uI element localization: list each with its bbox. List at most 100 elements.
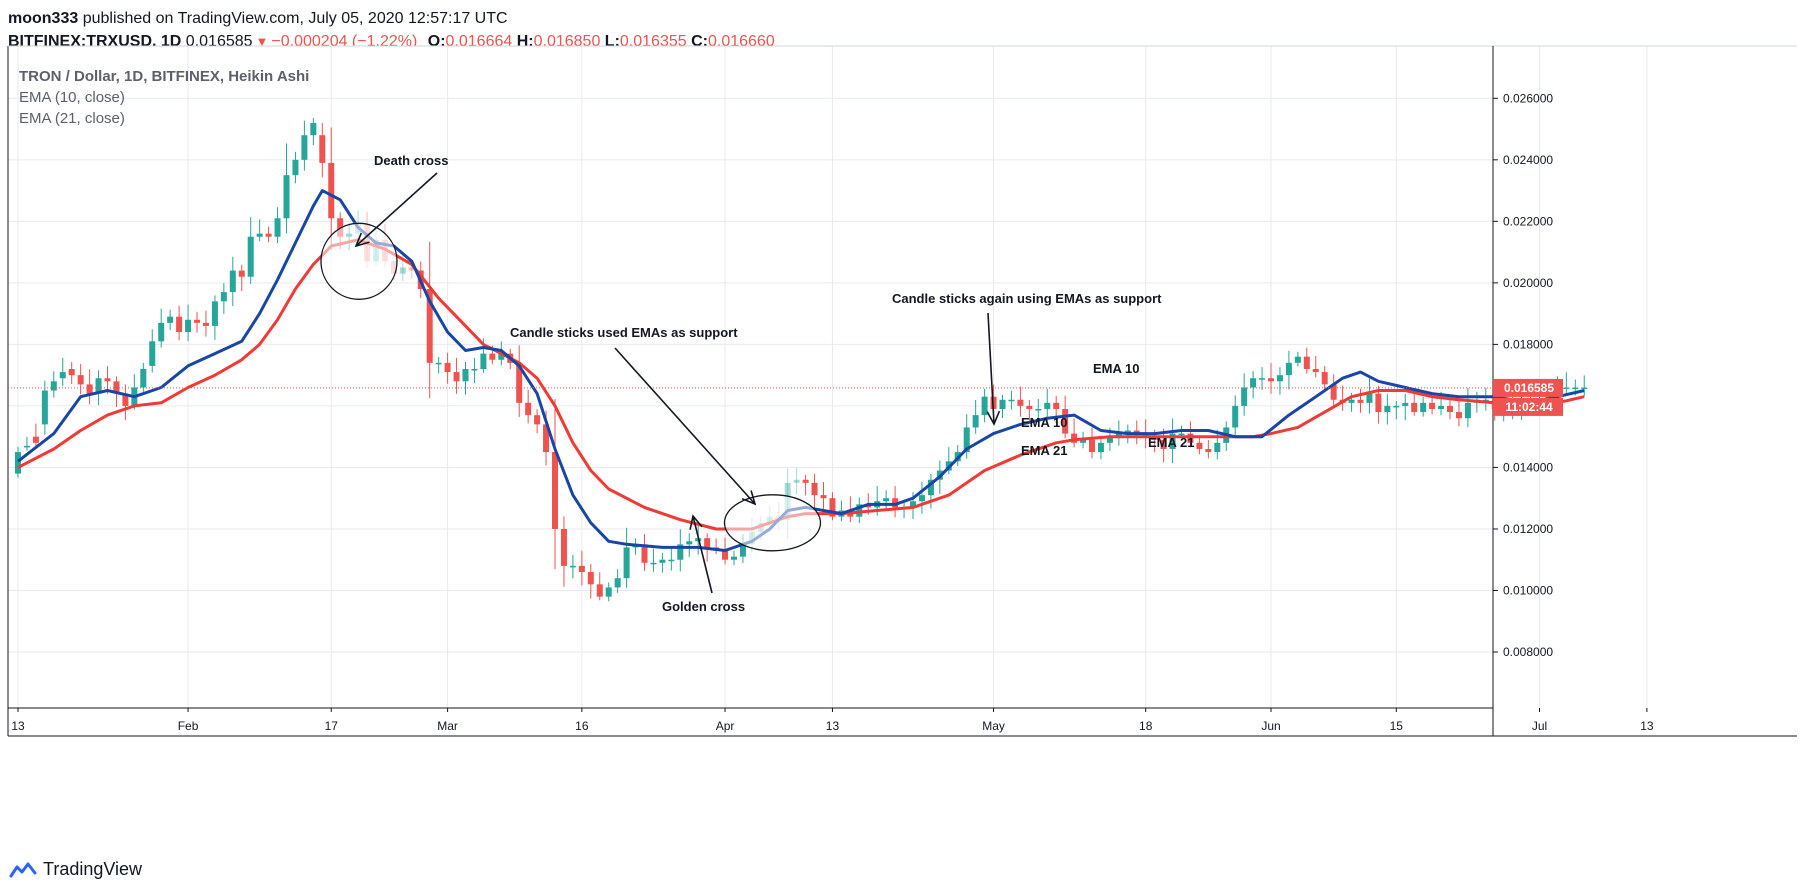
candle-body bbox=[1348, 399, 1355, 403]
candle-body bbox=[1097, 442, 1104, 453]
candle-body bbox=[1241, 387, 1248, 406]
x-tick-label: Jul bbox=[1532, 719, 1547, 733]
candle-body bbox=[1142, 433, 1149, 437]
candle-body bbox=[569, 565, 576, 568]
candle-body bbox=[686, 541, 693, 545]
y-tick-label: 0.012000 bbox=[1503, 522, 1553, 536]
candle-body bbox=[1214, 442, 1221, 453]
candle-body bbox=[328, 162, 335, 219]
candle-body bbox=[1062, 408, 1069, 434]
candle-body bbox=[32, 436, 39, 443]
candle-body bbox=[1402, 402, 1409, 406]
candle-body bbox=[1303, 356, 1310, 370]
death-cross-arrow bbox=[355, 172, 438, 247]
publisher-name[interactable]: moon333 bbox=[8, 10, 79, 27]
candle-body bbox=[972, 415, 979, 428]
candle-body bbox=[444, 362, 451, 373]
candle-body bbox=[471, 369, 478, 371]
y-tick-label: 0.020000 bbox=[1503, 276, 1553, 290]
candle-body bbox=[50, 381, 57, 391]
candle-body bbox=[1366, 393, 1373, 403]
candle-body bbox=[1438, 405, 1445, 409]
x-tick-label: Mar bbox=[437, 719, 458, 733]
candle-body bbox=[274, 218, 281, 237]
tradingview-footer[interactable]: TradingView bbox=[9, 859, 142, 880]
candle-body bbox=[15, 452, 21, 474]
candle-body bbox=[319, 135, 326, 163]
price-chart[interactable]: 0.0080000.0100000.0120000.0140000.016000… bbox=[0, 0, 1805, 850]
candle-body bbox=[811, 482, 818, 496]
candle-body bbox=[1106, 436, 1113, 443]
candle-body bbox=[1420, 402, 1427, 413]
candle-body bbox=[122, 393, 129, 406]
candle-body bbox=[641, 544, 648, 563]
candle-body bbox=[1276, 375, 1283, 382]
candle-body bbox=[1169, 433, 1176, 449]
candle-body bbox=[1294, 356, 1301, 363]
ema21-label-b: EMA 21 bbox=[1148, 435, 1194, 450]
candle-body bbox=[1482, 399, 1489, 402]
y-tick-label: 0.008000 bbox=[1503, 645, 1553, 659]
support2-arrow bbox=[987, 312, 995, 425]
candle-body bbox=[1035, 408, 1042, 411]
candle-body bbox=[1124, 430, 1131, 434]
candle-body bbox=[1563, 387, 1570, 389]
candle-body bbox=[927, 479, 934, 496]
candle-body bbox=[739, 544, 746, 557]
candle-body bbox=[722, 550, 729, 560]
candle-body bbox=[820, 495, 827, 499]
support2-label: Candle sticks again using EMAs as suppor… bbox=[892, 291, 1162, 306]
last-price-tag-text: 0.016585 bbox=[1504, 381, 1554, 395]
candle-body bbox=[883, 498, 890, 502]
candle-body bbox=[650, 562, 657, 565]
candle-body bbox=[1071, 433, 1078, 443]
candle-body bbox=[1017, 399, 1024, 406]
support1-label: Candle sticks used EMAs as support bbox=[510, 325, 738, 340]
candle-body bbox=[399, 267, 406, 274]
candle-body bbox=[668, 559, 675, 562]
death-cross-label: Death cross bbox=[374, 153, 448, 168]
down-triangle-icon: ▼ bbox=[255, 34, 269, 49]
golden-cross-arrow bbox=[692, 515, 713, 594]
death-cross-arrow-head bbox=[354, 232, 370, 248]
candle-body bbox=[1384, 405, 1391, 413]
candle-body bbox=[292, 159, 299, 176]
candle-body bbox=[1232, 405, 1239, 428]
x-tick-label: 13 bbox=[11, 719, 25, 733]
last-price-tag bbox=[1493, 378, 1563, 397]
legend-ema10: EMA (10, close) bbox=[19, 89, 125, 106]
candle-body bbox=[1321, 372, 1328, 385]
candle-body bbox=[999, 399, 1006, 409]
candle-body bbox=[802, 479, 809, 483]
candle-body bbox=[1464, 402, 1471, 419]
candle-body bbox=[211, 301, 218, 326]
published-text: published on TradingView.com, July 05, 2… bbox=[82, 10, 508, 27]
candle-body bbox=[677, 544, 684, 560]
candle-body bbox=[140, 369, 147, 388]
candle-body bbox=[1250, 378, 1257, 388]
chart-legend: TRON / Dollar, 1D, BITFINEX, Heikin Ashi… bbox=[19, 66, 309, 129]
ema21-line bbox=[17, 238, 1585, 531]
candle-body bbox=[462, 369, 469, 382]
candle-body bbox=[220, 292, 227, 302]
x-tick-label: 13 bbox=[1640, 719, 1654, 733]
ema10-label-b: EMA 10 bbox=[1093, 361, 1139, 376]
ema10-label-a: EMA 10 bbox=[1021, 415, 1067, 430]
x-tick-label: Apr bbox=[716, 719, 735, 733]
candle-body bbox=[149, 341, 156, 366]
candle-body bbox=[704, 538, 711, 548]
candle-body bbox=[453, 372, 460, 382]
candle-body bbox=[534, 415, 541, 425]
x-tick-label: May bbox=[982, 719, 1005, 733]
candle-body bbox=[1151, 436, 1158, 440]
x-tick-label: Jun bbox=[1261, 719, 1280, 733]
annotations bbox=[320, 172, 1001, 594]
candle-body bbox=[1196, 442, 1203, 449]
candle-body bbox=[23, 445, 30, 448]
candle-body bbox=[167, 316, 174, 323]
candle-body bbox=[1268, 378, 1274, 382]
candle-body bbox=[1160, 439, 1167, 449]
candle-body bbox=[560, 528, 567, 566]
ema21-label-a: EMA 21 bbox=[1021, 443, 1067, 458]
candle-body bbox=[489, 353, 496, 360]
